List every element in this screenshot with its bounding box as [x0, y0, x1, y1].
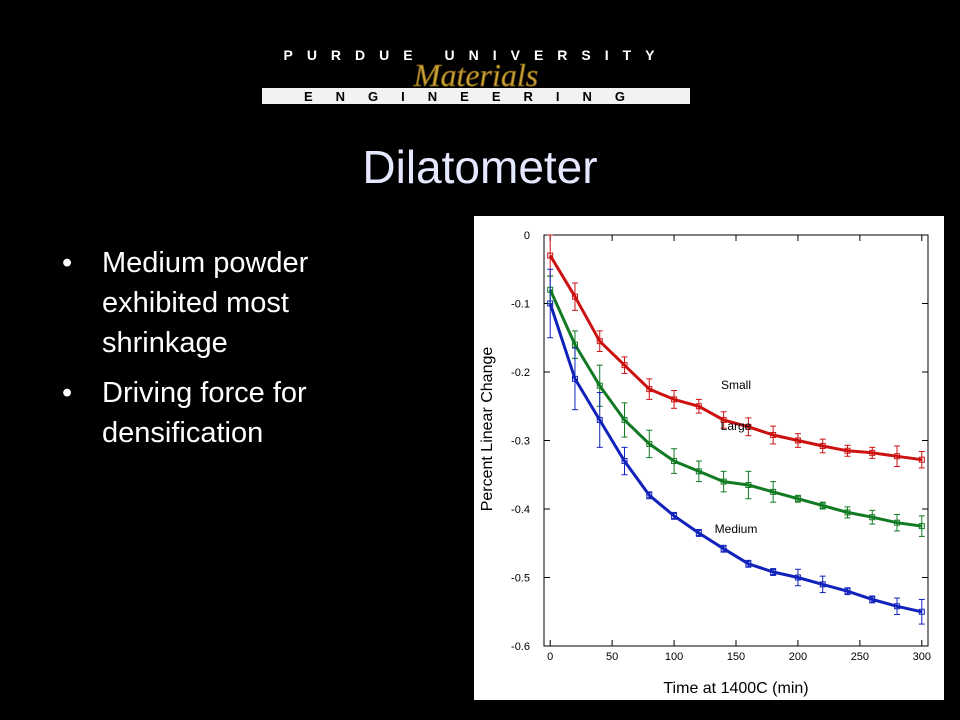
data-point-marker: [770, 432, 777, 439]
bullet-text: Driving force for densification: [102, 377, 307, 449]
data-point-marker: [695, 529, 702, 536]
series-line-medium: [548, 303, 923, 614]
logo-materials-text: Materials: [413, 57, 538, 93]
chart-svg: 0 50 100 150 200 250 300 0 -0.1 -0.2 -0.3 -0.4 -0.5 -…: [479, 230, 931, 697]
x-tick-label: 150: [727, 651, 745, 663]
data-point-marker: [571, 375, 578, 382]
data-point-marker: [869, 449, 876, 456]
y-tick-label: -0.5: [511, 573, 530, 585]
data-point-marker: [918, 456, 925, 463]
data-point-marker: [596, 382, 603, 389]
y-tick-label: -0.3: [511, 436, 530, 448]
data-point-marker: [671, 396, 678, 403]
data-point-marker: [894, 603, 901, 610]
x-tick-label: 50: [606, 651, 618, 663]
data-point-marker: [571, 341, 578, 348]
data-point-marker: [695, 468, 702, 475]
data-point-marker: [819, 581, 826, 588]
y-tick-label: -0.2: [511, 367, 530, 379]
series-label-medium: Medium: [715, 522, 758, 536]
series-label-small: Small: [721, 378, 751, 392]
data-point-marker: [720, 416, 727, 423]
data-point-marker: [596, 338, 603, 345]
series-line-small: [548, 254, 923, 462]
y-axis-title: Percent Linear Change: [479, 347, 496, 512]
data-point-marker: [869, 596, 876, 603]
series-line-large: [548, 289, 923, 528]
data-point-marker: [745, 560, 752, 567]
x-tick-label: 250: [851, 651, 869, 663]
data-point-marker: [770, 488, 777, 495]
data-point-marker: [695, 403, 702, 410]
data-point-marker: [794, 437, 801, 444]
bullet-point-icon: •: [62, 377, 73, 409]
purdue-materials-engineering-logo: PURDUE UNIVERSITY Materials ENGINEERING: [262, 47, 690, 104]
data-point-marker: [918, 523, 925, 530]
data-point-marker: [894, 453, 901, 460]
bullet-point-icon: •: [62, 247, 73, 279]
logo-university-text: PURDUE UNIVERSITY: [283, 47, 668, 63]
data-point-marker: [819, 442, 826, 449]
data-point-marker: [894, 519, 901, 526]
data-point-marker: [794, 574, 801, 581]
data-point-marker: [596, 416, 603, 423]
y-tick-label: -0.4: [511, 504, 530, 516]
y-tick-label: -0.6: [511, 641, 530, 653]
data-point-marker: [794, 495, 801, 502]
data-point-marker: [819, 502, 826, 509]
data-point-marker: [571, 293, 578, 300]
bullet-item: • Medium powder exhibited most shrinkage: [62, 243, 392, 363]
data-point-marker: [745, 482, 752, 489]
data-point-marker: [720, 478, 727, 485]
y-tick-label: 0: [524, 230, 530, 242]
bullet-item: • Driving force for densification: [62, 373, 392, 453]
data-point-marker: [918, 608, 925, 615]
data-point-marker: [671, 458, 678, 465]
series-label-large: Large: [721, 419, 752, 433]
data-point-marker: [844, 509, 851, 516]
slide-title: Dilatometer: [362, 141, 598, 193]
data-point-marker: [646, 440, 653, 447]
x-tick-label: 0: [547, 651, 553, 663]
x-tick-label: 200: [789, 651, 807, 663]
plot-frame: [543, 234, 929, 647]
data-point-marker: [720, 545, 727, 552]
logo-engineering-text: ENGINEERING: [304, 89, 648, 104]
dilatometer-chart: 0 50 100 150 200 250 300 0 -0.1 -0.2 -0.3 -0.4 -0.5 -…: [474, 216, 944, 700]
data-point-marker: [547, 252, 554, 259]
x-tick-label: 300: [913, 651, 931, 663]
data-point-marker: [646, 492, 653, 499]
logo-engineering-band: [262, 88, 690, 104]
data-point-marker: [547, 300, 554, 307]
data-point-marker: [844, 588, 851, 595]
data-point-marker: [621, 458, 628, 465]
x-tick-label: 100: [665, 651, 683, 663]
data-point-marker: [671, 512, 678, 519]
data-point-marker: [770, 569, 777, 576]
data-point-marker: [745, 423, 752, 430]
y-tick-label: -0.1: [511, 299, 530, 311]
bullet-list: • Medium powder exhibited most shrinkage…: [62, 243, 392, 463]
bullet-text: Medium powder exhibited most shrinkage: [102, 247, 309, 359]
data-point-marker: [869, 514, 876, 521]
data-point-marker: [621, 416, 628, 423]
x-axis-title: Time at 1400C (min): [663, 680, 808, 697]
data-point-marker: [646, 386, 653, 393]
data-point-marker: [621, 362, 628, 369]
data-point-marker: [844, 447, 851, 454]
